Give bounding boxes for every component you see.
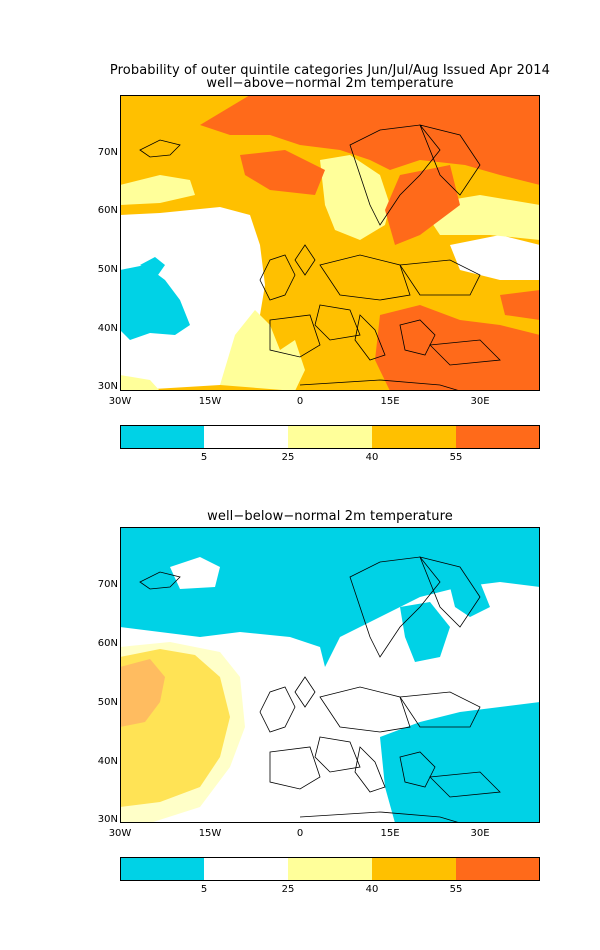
panel2-xtick-15e: 15E (380, 828, 400, 839)
panel2-xtick-15w: 15W (198, 828, 222, 839)
panel2-ytick-40n: 40N (97, 756, 118, 767)
panel1-ytick-50n: 50N (97, 264, 118, 275)
panel1-xtick-15e: 15E (380, 396, 400, 407)
panel1-cbtick-40: 40 (365, 452, 379, 463)
panel1-xtick-30e: 30E (470, 396, 490, 407)
panel2-colorbar-swatch (456, 857, 540, 881)
panel1-colorbar-swatch (372, 425, 456, 449)
panel1-ytick-40n: 40N (97, 323, 118, 334)
panel2-xtick-30w: 30W (108, 828, 132, 839)
panel2-colorbar-swatch (372, 857, 456, 881)
panel2-ytick-70n: 70N (97, 579, 118, 590)
panel2-colorbar-swatch (120, 857, 204, 881)
panel2-colorbar-swatch (204, 857, 288, 881)
panel2-ytick-60n: 60N (97, 638, 118, 649)
panel1-xtick-0: 0 (296, 396, 304, 407)
panel2-ytick-30n: 30N (97, 814, 118, 825)
panel2-cbtick-40: 40 (365, 884, 379, 895)
panel1-ytick-60n: 60N (97, 205, 118, 216)
map-below-normal (120, 527, 540, 823)
panel2-cbtick-55: 55 (449, 884, 463, 895)
panel1-ytick-30n: 30N (97, 381, 118, 392)
panel1-xtick-30w: 30W (108, 396, 132, 407)
panel2-colorbar (120, 857, 540, 881)
panel1-ytick-70n: 70N (97, 147, 118, 158)
panel2-xtick-0: 0 (296, 828, 304, 839)
panel1-colorbar-swatch (120, 425, 204, 449)
panel1-colorbar-swatch (456, 425, 540, 449)
panel2-cbtick-5: 5 (200, 884, 208, 895)
panel2-subtitle: well−below−normal 2m temperature (207, 509, 453, 524)
panel1-cbtick-25: 25 (281, 452, 295, 463)
panel1-subtitle: well−above−normal 2m temperature (206, 76, 454, 91)
panel1-colorbar-swatch (204, 425, 288, 449)
panel1-xtick-15w: 15W (198, 396, 222, 407)
panel1-cbtick-55: 55 (449, 452, 463, 463)
panel2-colorbar-swatch (288, 857, 372, 881)
panel2-xtick-30e: 30E (470, 828, 490, 839)
panel1-colorbar (120, 425, 540, 449)
panel2-ytick-50n: 50N (97, 697, 118, 708)
map-above-normal (120, 95, 540, 391)
panel2-cbtick-25: 25 (281, 884, 295, 895)
figure-title: Probability of outer quintile categories… (109, 63, 551, 78)
panel1-colorbar-swatch (288, 425, 372, 449)
panel1-cbtick-5: 5 (200, 452, 208, 463)
